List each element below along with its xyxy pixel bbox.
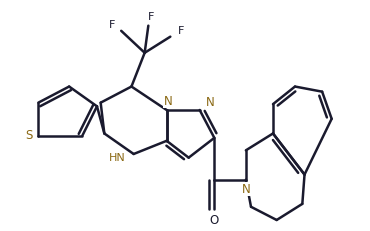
Text: O: O [210, 213, 219, 227]
Text: S: S [25, 129, 33, 142]
Text: N: N [206, 96, 215, 109]
Text: HN: HN [109, 153, 126, 163]
Text: N: N [242, 183, 251, 196]
Text: F: F [148, 12, 154, 22]
Text: F: F [109, 20, 115, 30]
Text: F: F [177, 26, 184, 36]
Text: N: N [164, 95, 172, 108]
